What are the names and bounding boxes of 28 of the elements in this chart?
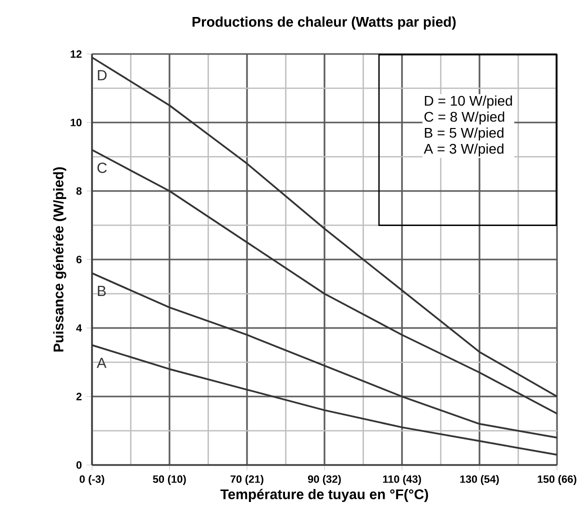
y-tick-label: 4 (76, 324, 82, 332)
y-tick-label: 6 (76, 256, 82, 264)
series-label: C (97, 162, 107, 173)
x-tick-label: 50 (10) (152, 475, 186, 485)
annotation: D = 10 W/pied (424, 95, 512, 109)
y-tick-label: 8 (76, 187, 82, 195)
y-axis-title: Puissance générée (W/pied) (53, 167, 66, 352)
y-tick-label: 0 (76, 461, 82, 469)
series-label: D (98, 70, 107, 80)
x-tick-label: 90 (32) (308, 475, 341, 485)
line-series (91, 56, 558, 398)
line-series (91, 344, 558, 456)
y-tick-label: 2 (76, 392, 82, 400)
x-tick-label: 130 (54) (460, 475, 499, 485)
series-label: A (96, 358, 106, 368)
y-tick-label: 12 (70, 50, 82, 58)
line-series (91, 272, 558, 438)
series-label: B (98, 286, 106, 296)
x-tick-label: 70 (21) (230, 475, 264, 485)
x-tick-label: 150 (66) (538, 475, 576, 485)
annotation: C = 8 W/pied (424, 111, 504, 125)
x-axis-title: Température de tuyau en °F(°C) (220, 488, 428, 502)
x-tick-label: 110 (43) (383, 475, 422, 485)
y-tick-label: 10 (70, 118, 82, 126)
annotation: A = 3 W/pied (424, 143, 504, 157)
annotation: B = 5 W/pied (424, 127, 504, 141)
x-tick-label: 0 (-3) (80, 475, 104, 485)
chart-title: Productions de chaleur (Watts par pied) (192, 16, 456, 30)
